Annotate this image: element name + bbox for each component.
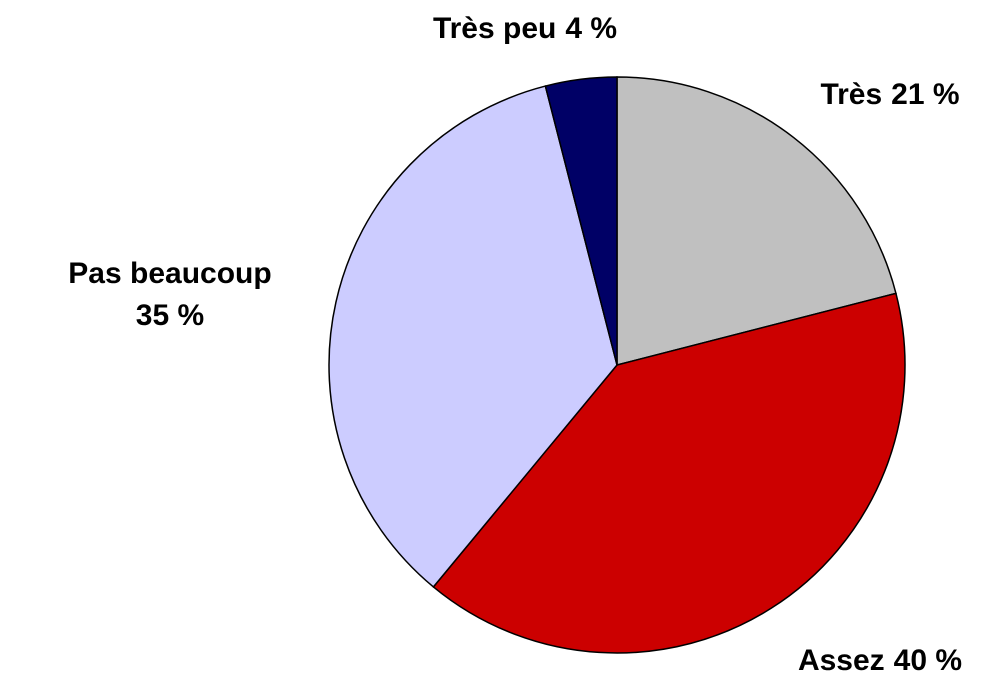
value-label: 21 % (891, 78, 959, 111)
pie-slice (616, 76, 897, 366)
pie-slice (432, 292, 906, 654)
data-label: Pas beaucoup 35 % (68, 257, 271, 332)
pie-slice (328, 85, 618, 588)
value-label: 35 % (136, 299, 204, 332)
data-label: Très 21 % (820, 78, 959, 111)
pie-slice (544, 76, 618, 366)
category-label: Très (820, 78, 882, 111)
category-label: Assez (798, 644, 885, 674)
category-label: Pas beaucoup (68, 257, 271, 290)
data-label: Assez 40 % (798, 644, 962, 674)
data-label: Très peu 4 % (433, 12, 617, 45)
value-label: 40 % (894, 644, 962, 674)
category-label: Très peu (433, 12, 556, 45)
value-label: 4 % (565, 12, 617, 45)
